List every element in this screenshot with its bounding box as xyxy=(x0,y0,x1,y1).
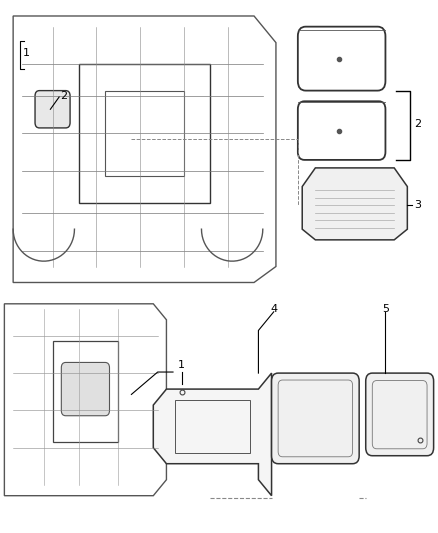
Text: 2: 2 xyxy=(414,119,421,129)
FancyBboxPatch shape xyxy=(272,373,359,464)
Text: 3: 3 xyxy=(414,200,421,210)
Polygon shape xyxy=(302,168,407,240)
Text: 1: 1 xyxy=(178,360,185,370)
FancyBboxPatch shape xyxy=(61,362,110,416)
Text: 5: 5 xyxy=(382,304,389,314)
Text: 4: 4 xyxy=(270,304,277,314)
Text: 2: 2 xyxy=(60,91,67,101)
FancyBboxPatch shape xyxy=(366,373,434,456)
Polygon shape xyxy=(153,373,272,496)
FancyBboxPatch shape xyxy=(35,91,70,128)
Text: 1: 1 xyxy=(23,49,30,58)
